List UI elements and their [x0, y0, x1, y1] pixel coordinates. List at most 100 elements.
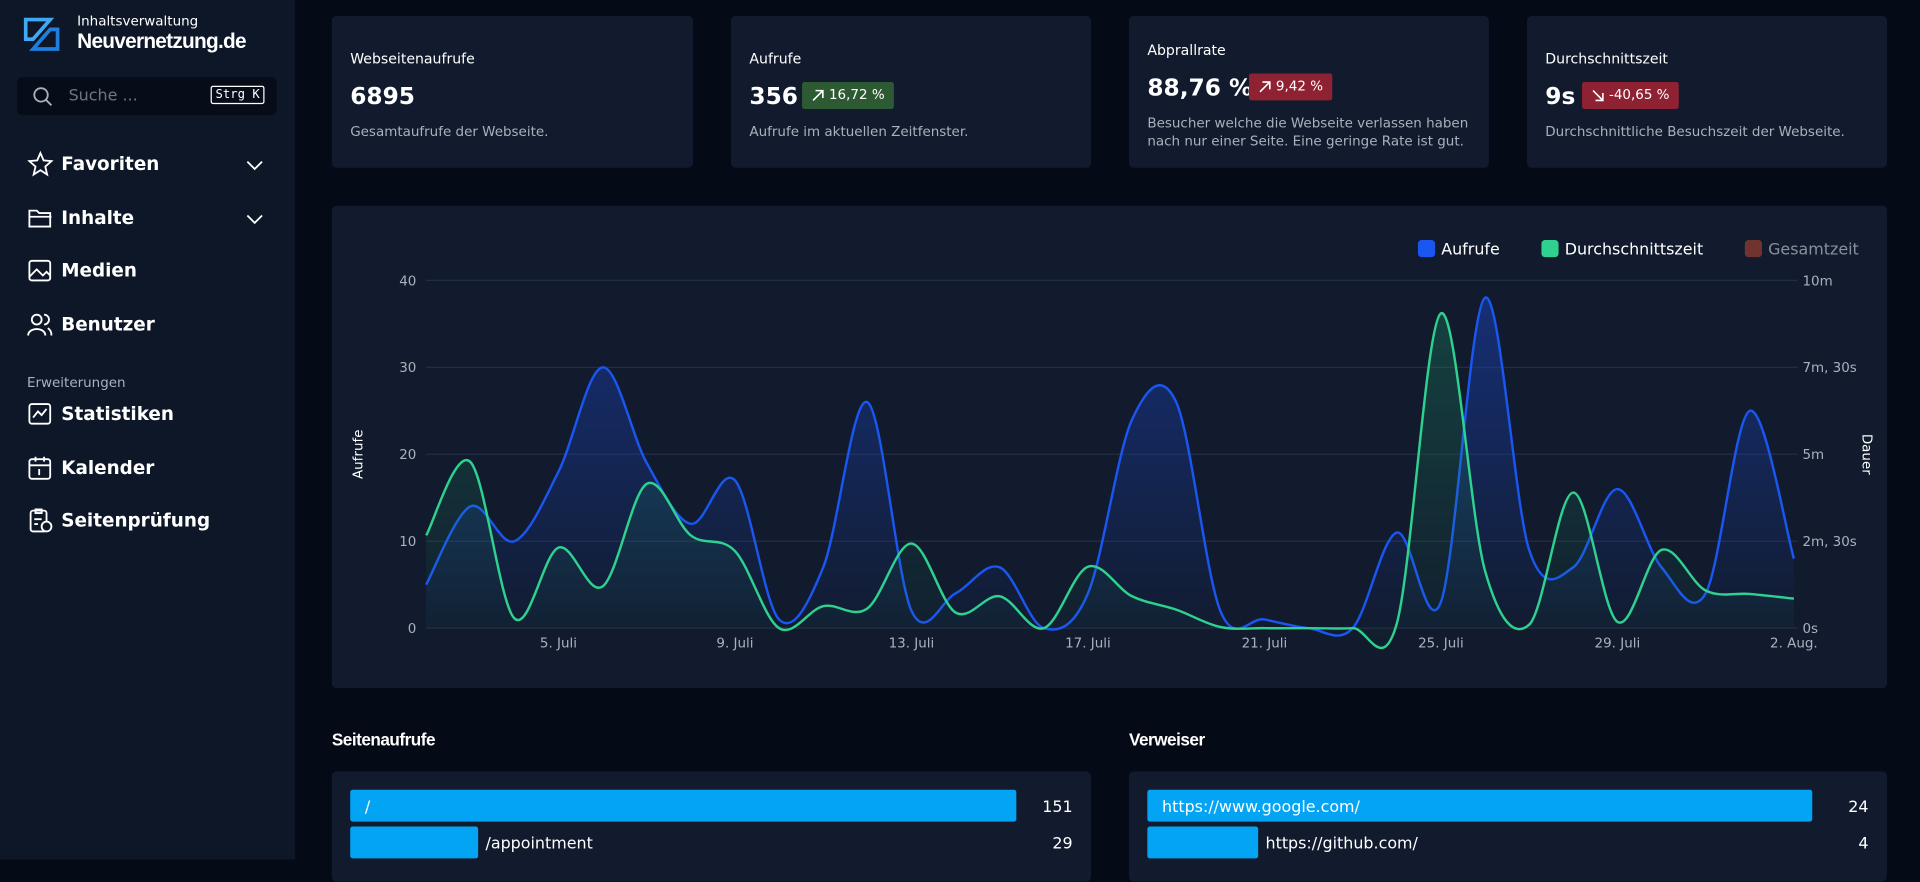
y-tick-label: 10	[399, 535, 416, 550]
x-tick-label: 17. Juli	[1065, 637, 1111, 652]
chevron	[246, 214, 263, 225]
y-tick-label: 0	[408, 622, 417, 637]
x-tick-label: 5. Juli	[540, 637, 577, 652]
stat-description: Durchschnittliche Besuchszeit der Websei…	[1545, 123, 1845, 140]
stat-title: Durchschnittszeit	[1545, 50, 1668, 68]
icon	[28, 209, 52, 228]
bar-count: 29	[1052, 834, 1072, 853]
stat-card: Webseitenaufrufe 6895 Gesamtaufrufe der …	[331, 15, 694, 168]
icon	[28, 456, 52, 480]
list-card: https://www.google.com/24 https://github.…	[1128, 771, 1887, 882]
bar	[350, 826, 479, 859]
arrow-up	[1259, 81, 1271, 93]
icon	[28, 403, 52, 425]
stat-value: 6895	[350, 83, 415, 111]
x-tick-label: 29. Juli	[1595, 637, 1641, 652]
nav-label: Benutzer	[61, 313, 155, 336]
nav-label: Medien	[61, 259, 137, 282]
nav-item[interactable]: Medien	[27, 257, 272, 286]
search-placeholder: Suche ...	[68, 86, 138, 106]
line	[425, 312, 1795, 650]
change-badge: 9,42 %	[1248, 73, 1333, 101]
y2-axis-label: Dauer	[1858, 434, 1873, 475]
change-badge: -40,65 %	[1582, 82, 1680, 109]
area	[426, 313, 1794, 648]
brand-top: Inhaltsverwaltung	[77, 13, 199, 30]
bar-list: / 151/appointment 29	[350, 789, 1073, 859]
legend-label: Durchschnittszeit	[1565, 240, 1704, 259]
x-tick-label: 25. Juli	[1418, 637, 1464, 652]
stat-description: Aufrufe im aktuellen Zeitfenster.	[749, 123, 969, 140]
stat-value: 88,76 %	[1147, 74, 1253, 102]
change: 9,42 %	[1275, 78, 1324, 95]
brand: Neuvernetzung.de	[77, 29, 246, 53]
x-tick-label: 2. Aug.	[1770, 637, 1818, 652]
chart-card: 0 10 20 30 40 0s 2m, 30s 5m 7m, 30s 10m 5. Juli 9. …	[331, 205, 1887, 689]
section-label: Erweiterungen	[26, 374, 126, 391]
stat-title: Aufrufe	[749, 50, 802, 68]
arrow-up	[812, 89, 824, 101]
stat-description: Besucher welche die Webseite verlassen h…	[1147, 115, 1469, 150]
nav-label: Inhalte	[61, 206, 135, 229]
bar-list: https://www.google.com/24 https://github.…	[1147, 789, 1869, 859]
logo	[23, 17, 60, 51]
change-badge: 16,72 %	[802, 82, 895, 109]
nav-item[interactable]: Seitenprüfung	[27, 507, 272, 536]
icon	[29, 508, 53, 533]
nav-item[interactable]: Statistiken	[27, 400, 272, 429]
bar-count: 4	[1858, 834, 1868, 853]
stat-card: Abprallrate 88,76 % 9,42 % Besucher welc…	[1128, 15, 1489, 168]
y-tick-label: 30	[399, 361, 416, 376]
search[interactable]: Suche ... Strg K	[17, 77, 277, 116]
legend-swatch	[1541, 240, 1559, 258]
y-tick-label: 40	[399, 274, 416, 289]
y2-tick-label: 2m, 30s	[1802, 535, 1856, 550]
nav-item[interactable]: Kalender	[27, 454, 272, 483]
nav-label: Statistiken	[61, 402, 174, 425]
icon	[27, 313, 53, 336]
nav-item[interactable]: Benutzer	[27, 311, 272, 340]
nav-item[interactable]: Inhalte	[27, 204, 272, 233]
bar	[1147, 789, 1813, 822]
shortcut: Strg K	[210, 85, 265, 105]
y2-tick-label: 5m	[1802, 448, 1824, 463]
sidebar: Inhaltsverwaltung Neuvernetzung.de Suche…	[0, 0, 296, 860]
y2-tick-label: 7m, 30s	[1802, 361, 1856, 376]
y2-tick-label: 0s	[1802, 622, 1818, 637]
chart: 0 10 20 30 40 0s 2m, 30s 5m 7m, 30s 10m 5. Juli 9. …	[351, 240, 1873, 652]
y2-tick-label: 10m	[1802, 274, 1832, 289]
section-heading: Verweiser	[1128, 729, 1205, 750]
bar-label: /	[365, 797, 371, 816]
nav-label: Favoriten	[61, 153, 160, 176]
bar-label: https://github.com/	[1266, 834, 1419, 853]
stat-value: 356	[749, 83, 798, 111]
legend-label: Gesamtzeit	[1768, 240, 1859, 259]
legend-swatch	[1744, 240, 1762, 258]
icon	[27, 150, 54, 177]
x-tick-label: 21. Juli	[1242, 637, 1288, 652]
chevron	[246, 160, 263, 171]
bar	[350, 789, 1017, 822]
legend-swatch	[1417, 240, 1436, 258]
arrow-down	[1592, 90, 1604, 102]
x-tick-label: 9. Juli	[716, 637, 753, 652]
change: -40,65 %	[1608, 86, 1670, 103]
nav-item[interactable]: Favoriten	[27, 150, 272, 180]
list-card: / 151/appointment 29	[331, 771, 1092, 882]
stat-card: Durchschnittszeit 9s -40,65 % Durchschni…	[1526, 15, 1887, 168]
bar	[1147, 826, 1259, 859]
bar-count: 151	[1042, 797, 1072, 816]
legend-label: Aufrufe	[1441, 240, 1500, 259]
nav-label: Kalender	[61, 456, 155, 479]
stat-title: Webseitenaufrufe	[350, 50, 475, 68]
nav-label: Seitenprüfung	[61, 509, 211, 532]
section-heading: Seitenaufrufe	[331, 729, 436, 750]
x-tick-label: 13. Juli	[889, 637, 935, 652]
stat-title: Abprallrate	[1147, 41, 1226, 59]
bar-count: 24	[1848, 797, 1868, 816]
bar-label: https://www.google.com/	[1162, 797, 1361, 816]
y-axis-label: Aufrufe	[351, 430, 366, 480]
y-tick-label: 20	[399, 448, 416, 463]
